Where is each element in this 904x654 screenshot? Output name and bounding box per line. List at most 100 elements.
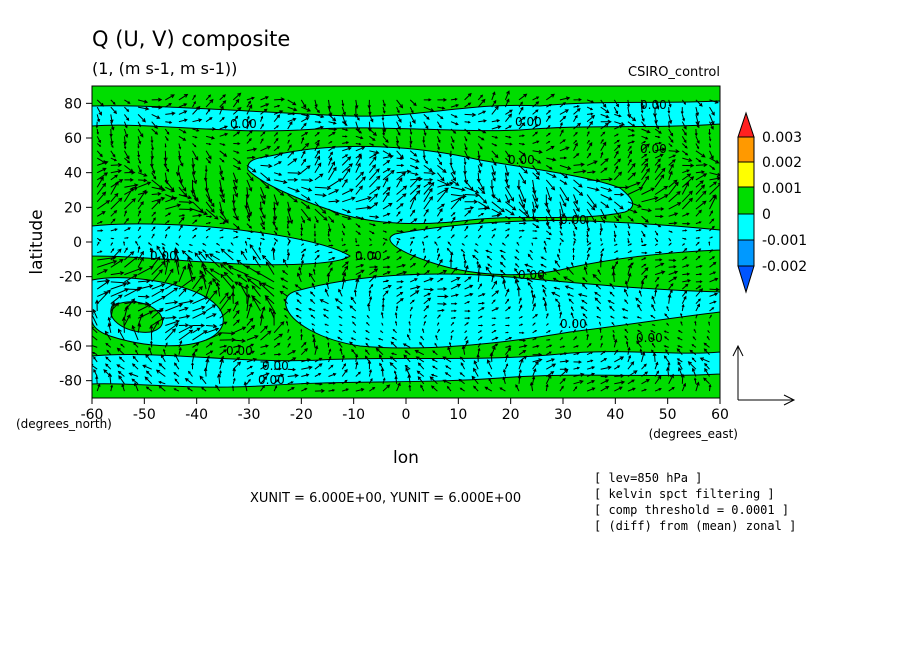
- wind-vector: [341, 379, 348, 385]
- wind-vector: [151, 269, 163, 283]
- wind-vector: [260, 330, 272, 341]
- wind-vector: [178, 172, 183, 184]
- wind-vector: [273, 104, 281, 108]
- wind-vector: [709, 106, 715, 116]
- wind-vector: [614, 250, 619, 254]
- wind-vector: [382, 230, 388, 233]
- wind-vector: [600, 99, 607, 108]
- wind-vector: [409, 143, 412, 149]
- wind-vector: [627, 250, 633, 254]
- wind-vector: [464, 309, 471, 313]
- wind-vector: [573, 98, 582, 102]
- wind-vector: [600, 252, 604, 261]
- wind-vector: [641, 99, 645, 110]
- wind-vector: [491, 150, 499, 159]
- wind-vector: [559, 223, 563, 230]
- wind-vector: [246, 138, 252, 144]
- wind-vector: [437, 302, 447, 306]
- y-tick-label: 0: [73, 235, 82, 251]
- wind-vector: [614, 139, 620, 144]
- wind-vector: [680, 312, 683, 319]
- wind-vector: [573, 201, 580, 213]
- wind-vector: [265, 261, 275, 275]
- wind-vector: [377, 345, 384, 348]
- wind-vector: [586, 223, 590, 232]
- wind-vector: [464, 284, 474, 290]
- wind-vector: [409, 218, 418, 225]
- wind-vector: [314, 106, 320, 114]
- wind-vector: [260, 108, 268, 115]
- wind-vector: [328, 199, 340, 204]
- wind-vector: [382, 297, 385, 304]
- wind-vector: [654, 121, 660, 130]
- wind-vector: [614, 257, 619, 261]
- wind-vector: [281, 270, 289, 275]
- wind-vector: [243, 381, 248, 392]
- wind-vector: [269, 307, 275, 319]
- wind-vector: [300, 333, 303, 341]
- wind-vector-field: [92, 90, 720, 393]
- wind-vector: [147, 242, 153, 246]
- wind-vector: [666, 305, 670, 312]
- wind-vector: [246, 96, 255, 101]
- wind-vector: [92, 343, 98, 348]
- wind-vector: [192, 100, 196, 108]
- wind-vector: [92, 335, 98, 341]
- wind-vector: [251, 295, 261, 305]
- wind-vector: [369, 215, 380, 219]
- wind-vector: [110, 218, 116, 224]
- wind-vector: [205, 201, 215, 214]
- wind-vector: [233, 131, 241, 137]
- wind-vector: [314, 141, 320, 152]
- wind-vector: [654, 158, 661, 166]
- wind-vector: [246, 335, 259, 341]
- wind-vector: [273, 333, 284, 341]
- wind-vector: [260, 230, 264, 237]
- wind-vector: [328, 257, 336, 261]
- wind-vector: [367, 359, 372, 370]
- wind-vector: [395, 136, 400, 145]
- wind-vector: [586, 114, 596, 123]
- wind-vector: [409, 313, 412, 319]
- wind-vector: [681, 382, 687, 392]
- wind-vector: [641, 215, 649, 223]
- wind-vector: [233, 230, 239, 233]
- wind-vector: [504, 150, 511, 158]
- wind-vector: [627, 133, 636, 137]
- wind-vector: [382, 169, 395, 181]
- wind-vector: [532, 344, 540, 348]
- wind-vector: [151, 105, 163, 110]
- wind-vector: [164, 226, 171, 232]
- wind-vector: [655, 141, 662, 145]
- wind-vector: [96, 106, 102, 116]
- wind-vector: [666, 322, 670, 326]
- wind-vector: [532, 337, 537, 341]
- wind-vector: [414, 349, 425, 356]
- wind-vector: [215, 250, 220, 254]
- wind-vector: [609, 282, 615, 290]
- wind-vector: [350, 337, 357, 341]
- wind-vector: [531, 293, 536, 304]
- wind-vector: [546, 371, 555, 377]
- wind-vector: [367, 302, 371, 312]
- wind-vector: [246, 357, 258, 363]
- wind-vector: [622, 316, 629, 319]
- wind-vector: [396, 237, 401, 241]
- wind-vector: [393, 370, 398, 377]
- wind-vector: [341, 99, 345, 107]
- wind-vector: [491, 213, 501, 218]
- wind-vector: [695, 236, 701, 239]
- wind-vector: [314, 193, 327, 198]
- wind-vector: [583, 266, 588, 275]
- wind-vector: [379, 354, 384, 363]
- wind-vector: [219, 370, 222, 377]
- wind-vector: [624, 328, 629, 334]
- wind-vector: [614, 113, 622, 118]
- wind-vector: [389, 362, 397, 370]
- wind-vector: [559, 377, 566, 385]
- wind-vector: [641, 208, 653, 213]
- wind-vector: [557, 253, 561, 261]
- wind-vector: [505, 222, 511, 225]
- wind-vector: [300, 142, 310, 152]
